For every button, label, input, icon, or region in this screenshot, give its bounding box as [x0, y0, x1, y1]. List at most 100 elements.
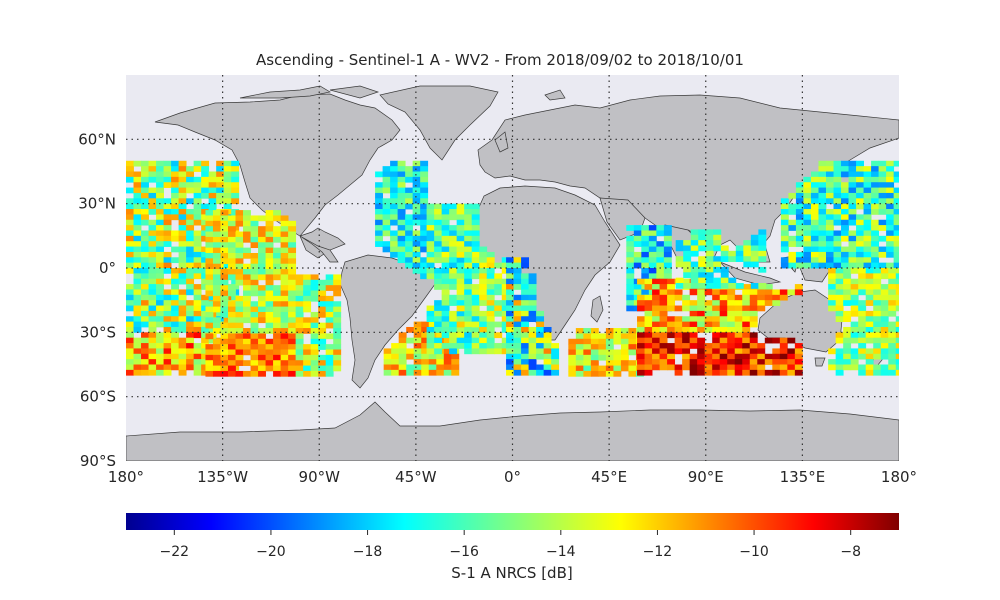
nrcs-cell — [280, 215, 289, 222]
nrcs-cell — [697, 337, 706, 344]
nrcs-cell — [888, 369, 897, 376]
nrcs-cell — [451, 353, 460, 360]
nrcs-cell — [205, 269, 214, 275]
nrcs-cell — [698, 234, 707, 241]
nrcs-cell — [757, 289, 766, 296]
nrcs-cell — [613, 370, 622, 377]
nrcs-cell — [310, 349, 319, 356]
nrcs-cell — [178, 246, 187, 253]
nrcs-cell — [628, 349, 637, 356]
nrcs-cell — [235, 354, 244, 361]
nrcs-cell — [674, 326, 683, 333]
nrcs-cell — [333, 344, 342, 350]
nrcs-cell — [205, 263, 214, 270]
nrcs-cell — [420, 182, 429, 188]
nrcs-cell — [697, 289, 706, 296]
nrcs-cell — [506, 305, 514, 312]
nrcs-cell — [235, 274, 244, 281]
nrcs-cell — [231, 166, 240, 172]
nrcs-cell — [133, 246, 142, 253]
nrcs-cell — [148, 348, 157, 355]
nrcs-cell — [656, 268, 665, 274]
nrcs-cell — [205, 236, 214, 243]
nrcs-cell — [659, 310, 668, 317]
nrcs-cell — [201, 187, 210, 194]
nrcs-cell — [126, 284, 134, 290]
nrcs-cell — [216, 182, 225, 188]
nrcs-cell — [652, 353, 660, 360]
nrcs-cell — [193, 289, 202, 296]
nrcs-cell — [133, 305, 142, 312]
nrcs-cell — [434, 225, 443, 231]
nrcs-cell — [186, 257, 195, 264]
nrcs-cell — [201, 310, 210, 317]
nrcs-cell — [479, 343, 488, 349]
nrcs-cell — [186, 209, 195, 215]
nrcs-cell — [273, 236, 281, 243]
nrcs-cell — [871, 203, 880, 210]
nrcs-cell — [871, 230, 880, 237]
nrcs-cell — [690, 266, 699, 273]
nrcs-cell — [205, 365, 214, 372]
nrcs-cell — [193, 203, 202, 210]
nrcs-cell — [850, 278, 859, 285]
nrcs-cell — [171, 192, 180, 199]
nrcs-cell — [156, 235, 164, 242]
nrcs-cell — [171, 203, 180, 210]
nrcs-cell — [873, 289, 882, 296]
nrcs-cell — [383, 353, 392, 360]
nrcs-cell — [464, 348, 473, 355]
nrcs-cell — [456, 310, 465, 317]
nrcs-cell — [742, 284, 751, 290]
nrcs-cell — [333, 365, 342, 372]
nrcs-cell — [794, 353, 803, 360]
nrcs-cell — [398, 337, 407, 344]
nrcs-cell — [178, 209, 187, 215]
nrcs-cell — [201, 257, 210, 264]
nrcs-cell — [212, 344, 221, 350]
nrcs-cell — [575, 328, 584, 334]
nrcs-cell — [850, 268, 859, 274]
nrcs-cell — [405, 176, 414, 183]
nrcs-cell — [471, 262, 480, 269]
nrcs-cell — [486, 273, 495, 280]
nrcs-cell — [133, 257, 142, 264]
nrcs-cell — [231, 192, 240, 199]
nrcs-cell — [288, 295, 297, 302]
nrcs-cell — [633, 262, 642, 269]
nrcs-cell — [318, 322, 327, 329]
nrcs-cell — [141, 343, 149, 349]
nrcs-cell — [449, 268, 458, 274]
nrcs-cell — [521, 316, 530, 323]
nrcs-cell — [843, 310, 852, 317]
nrcs-cell — [464, 343, 473, 349]
nrcs-cell — [193, 246, 202, 253]
nrcs-cell — [728, 283, 737, 289]
nrcs-cell — [449, 241, 458, 247]
nrcs-cell — [333, 301, 342, 307]
nrcs-cell — [186, 273, 195, 280]
nrcs-cell — [575, 344, 584, 350]
nrcs-cell — [412, 171, 421, 178]
nrcs-cell — [273, 349, 281, 356]
nrcs-cell — [295, 301, 304, 307]
nrcs-cell — [742, 337, 751, 344]
nrcs-cell — [178, 343, 187, 349]
nrcs-cell — [133, 321, 142, 328]
nrcs-cell — [148, 268, 157, 274]
nrcs-cell — [163, 337, 172, 344]
nrcs-cell — [412, 209, 421, 215]
nrcs-cell — [456, 241, 465, 247]
nrcs-cell — [235, 231, 244, 238]
nrcs-cell — [683, 266, 692, 273]
nrcs-cell — [865, 369, 874, 376]
nrcs-cell — [148, 310, 157, 317]
nrcs-cell — [749, 337, 758, 344]
nrcs-cell — [220, 269, 229, 275]
nrcs-cell — [250, 215, 259, 222]
nrcs-cell — [528, 369, 537, 376]
nrcs-cell — [390, 187, 399, 194]
nrcs-cell — [727, 359, 736, 365]
nrcs-cell — [810, 171, 819, 178]
nrcs-cell — [193, 262, 202, 269]
